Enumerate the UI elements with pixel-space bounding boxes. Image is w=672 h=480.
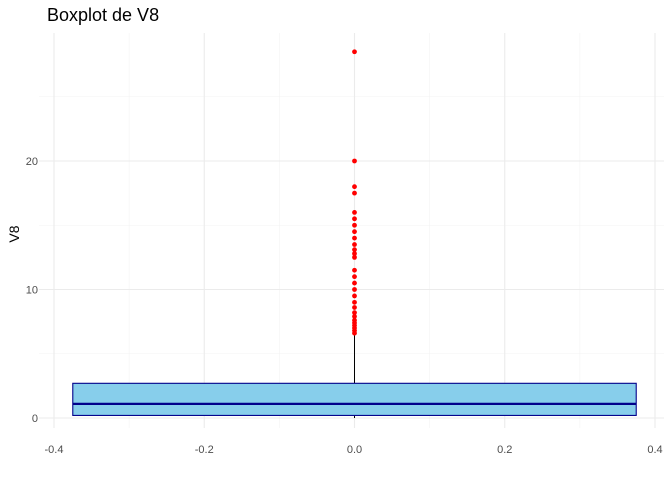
outlier-point [352, 247, 357, 253]
outlier-points [352, 49, 357, 336]
outlier-point [352, 287, 357, 292]
outlier-point [352, 274, 357, 280]
x-tick-label: 0.2 [497, 444, 512, 456]
outlier-point [352, 49, 357, 55]
x-tick-label: -0.2 [195, 444, 214, 456]
outlier-point [352, 254, 357, 260]
outlier-point [352, 216, 357, 222]
outlier-point [352, 184, 357, 190]
outlier-point [352, 293, 357, 299]
outlier-point [352, 280, 357, 286]
outlier-point [352, 305, 357, 310]
x-axis-ticks: -0.4 -0.2 0.0 0.2 0.4 [45, 444, 663, 456]
chart-title: Boxplot de V8 [47, 5, 160, 25]
outlier-point [352, 314, 357, 319]
y-tick-label: 10 [26, 285, 38, 297]
outlier-point [352, 267, 357, 273]
major-gridlines [39, 33, 664, 428]
x-tick-label: 0.0 [347, 444, 362, 456]
x-tick-label: -0.4 [45, 444, 64, 456]
x-tick-label: 0.4 [647, 444, 662, 456]
y-tick-label: 20 [26, 156, 38, 168]
y-tick-label: 0 [32, 413, 38, 425]
y-axis-ticks: 0 10 20 [26, 156, 38, 425]
outlier-point [352, 242, 357, 247]
outlier-point [352, 317, 357, 323]
outlier-point [352, 251, 357, 256]
interquartile-box [72, 382, 637, 416]
y-axis-title: V8 [6, 225, 22, 242]
outlier-point [352, 222, 357, 228]
outlier-point [352, 190, 357, 196]
outlier-point [352, 158, 357, 164]
outlier-point [352, 299, 357, 305]
outlier-point [352, 210, 357, 215]
outlier-point [352, 229, 357, 235]
outlier-point [352, 310, 357, 316]
box-layer [72, 334, 637, 418]
outlier-point [352, 235, 357, 241]
minor-gridlines [39, 33, 664, 428]
